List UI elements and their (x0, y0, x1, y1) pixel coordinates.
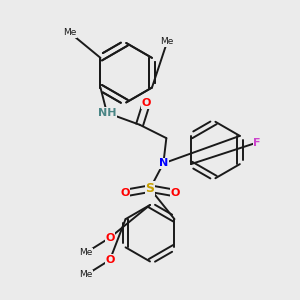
Text: O: O (120, 188, 129, 198)
Text: Me: Me (80, 248, 93, 257)
Text: O: O (105, 233, 115, 243)
Text: N: N (159, 158, 168, 168)
Text: F: F (253, 138, 261, 148)
Text: Me: Me (80, 270, 93, 279)
Text: NH: NH (98, 108, 116, 118)
Text: O: O (171, 188, 180, 198)
Text: Me: Me (63, 28, 76, 37)
Text: O: O (105, 255, 115, 265)
Text: S: S (146, 182, 154, 195)
Text: Me: Me (160, 37, 174, 46)
Text: O: O (142, 98, 151, 108)
